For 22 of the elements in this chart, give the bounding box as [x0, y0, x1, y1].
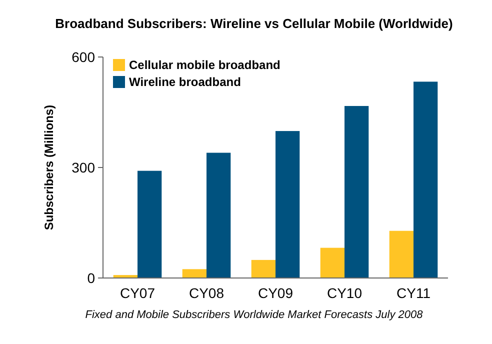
text: Fixed and Mobile Subscribers Worldwide Market Forecasts July 2008: [85, 309, 424, 321]
bar: [344, 106, 369, 278]
bar: [276, 131, 300, 278]
chart-title: Broadband Subscribers: Wireline vs Cellular Mobile (Worldwide): [55, 16, 453, 31]
y-tick-label: 300: [72, 159, 96, 176]
bar: [320, 248, 344, 278]
legend-label: Wireline broadband: [129, 75, 241, 89]
bar: [389, 230, 414, 278]
bar: [414, 82, 438, 278]
legend-label: Cellular mobile broadband: [129, 58, 280, 72]
x-tick-label: CY10: [326, 285, 362, 301]
x-tick-label: CY11: [396, 285, 431, 301]
bar: [206, 152, 231, 278]
y-tick-label: 600: [72, 48, 96, 65]
y-tick-label: 0: [87, 270, 96, 286]
bar: [251, 260, 276, 278]
y-axis-title: Subscribers (Millions): [42, 104, 56, 230]
x-tick-label: CY07: [120, 285, 156, 301]
bar: [182, 269, 206, 278]
x-tick-label: CY09: [258, 285, 294, 301]
x-tick-label: CY08: [188, 285, 224, 301]
bar: [138, 170, 162, 278]
